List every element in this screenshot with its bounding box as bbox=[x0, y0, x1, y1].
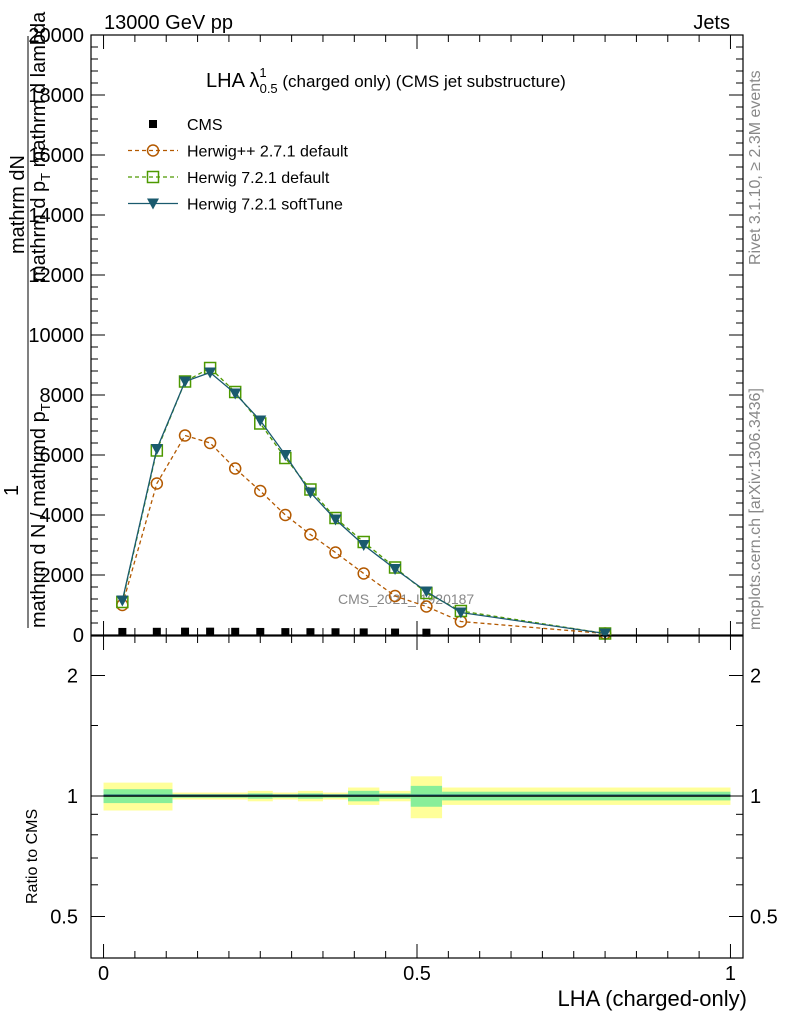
legend-label: Herwig 7.2.1 default bbox=[187, 170, 330, 187]
y-tick-label: 12000 bbox=[28, 265, 84, 287]
softtune-point bbox=[150, 444, 163, 455]
herwigpp-point bbox=[146, 144, 160, 157]
herwigpp-point bbox=[228, 462, 242, 475]
series-layer bbox=[116, 361, 612, 640]
y-tick-label: 2000 bbox=[40, 565, 85, 587]
watermark: CMS_2021_I1920187 bbox=[338, 591, 474, 607]
softtune-point bbox=[204, 367, 217, 379]
cms-point bbox=[391, 628, 400, 637]
softtune-point bbox=[389, 564, 402, 575]
softtune-point bbox=[179, 376, 192, 388]
cms-point bbox=[181, 627, 190, 636]
softtune-point bbox=[454, 607, 467, 619]
x-tick-label: 0.5 bbox=[403, 963, 431, 985]
ylabel-denominator: mathrm d N / mathrmd pT bbox=[28, 403, 53, 628]
legend: CMS Herwig++ 2.7.1 default Herwig 7.2.1 de… bbox=[128, 117, 349, 214]
softtune-point bbox=[357, 540, 370, 551]
x-tick-labels: 0 0.5 1 bbox=[98, 963, 736, 985]
legend-label: Herwig++ 2.7.1 default bbox=[187, 144, 349, 161]
cms-point bbox=[152, 627, 161, 636]
softtune-point bbox=[599, 628, 612, 640]
y-tick-label: 0 bbox=[73, 625, 84, 647]
ratio-y-tick-label-right: 1 bbox=[750, 786, 761, 808]
title-sup: 1 bbox=[259, 65, 266, 80]
ratio-y-tick-label-right: 2 bbox=[750, 666, 761, 688]
header-left: 13000 GeV pp bbox=[104, 12, 233, 34]
cms-point bbox=[149, 120, 157, 128]
upper-y-tick-labels: 0 2000 4000 6000 8000 10000 12000 14000 16000 180… bbox=[28, 25, 84, 647]
header-right: Jets bbox=[693, 12, 730, 34]
y-tick-label: 6000 bbox=[40, 445, 85, 467]
ratio-layer bbox=[103, 776, 731, 819]
herwigpp-point bbox=[357, 567, 370, 580]
ylabel-line2-sub: T bbox=[38, 173, 53, 181]
softtune-point bbox=[279, 450, 292, 461]
herwigpp-point bbox=[388, 589, 402, 603]
ylabel-line2: mathrm d pT mathrm d lambda bbox=[28, 11, 53, 282]
herwig721-point bbox=[146, 170, 160, 184]
ratio-y-tick-label: 2 bbox=[67, 666, 78, 688]
ratio-y-tick-labels: 0.5 0.5 1 1 2 2 bbox=[50, 666, 778, 929]
herwigpp-point bbox=[254, 484, 267, 498]
ratio-y-tick-label: 0.5 bbox=[50, 907, 78, 929]
softtune-point bbox=[254, 415, 267, 427]
ylabel-one: 1 bbox=[1, 485, 23, 496]
x-axis-label: LHA (charged-only) bbox=[557, 986, 747, 1011]
ylabel-denominator-sub: T bbox=[38, 403, 53, 411]
herwigpp-point bbox=[420, 600, 433, 613]
softtune-point bbox=[304, 487, 317, 499]
herwigpp-point bbox=[329, 546, 342, 559]
herwigpp-point bbox=[304, 528, 317, 541]
title-suffix: (charged only) (CMS jet substructure) bbox=[278, 72, 566, 91]
ratio-axis-ticks bbox=[91, 636, 743, 958]
softtune-point bbox=[420, 586, 433, 598]
y-tick-label: 14000 bbox=[28, 205, 84, 227]
ratio-y-tick-label-right: 0.5 bbox=[750, 907, 778, 929]
y-tick-label: 4000 bbox=[40, 505, 85, 527]
softtune-point bbox=[229, 388, 242, 400]
title-sub: 0.5 bbox=[260, 81, 278, 96]
title-prefix: LHA λ bbox=[206, 70, 259, 92]
softtune-point bbox=[116, 595, 129, 607]
herwigpp-point bbox=[279, 508, 292, 522]
herwigpp-point bbox=[203, 436, 217, 450]
y-tick-label: 10000 bbox=[28, 325, 84, 347]
cms-point bbox=[306, 628, 315, 637]
cms-point bbox=[118, 627, 127, 636]
cms-point bbox=[331, 628, 340, 637]
rivet-version-label: Rivet 3.1.10, ≥ 2.3M events bbox=[747, 70, 764, 265]
upper-ylabel: mathrm dN mathrm d pT mathrm d lambda 1 … bbox=[1, 11, 53, 628]
cms-point bbox=[256, 627, 265, 636]
cms-point bbox=[231, 627, 240, 636]
cms-point bbox=[281, 628, 290, 637]
cms-point bbox=[422, 628, 431, 637]
ratio-ylabel: Ratio to CMS bbox=[24, 809, 41, 904]
ylabel-line2-text: mathrm d p bbox=[28, 181, 50, 282]
softtune-point bbox=[147, 198, 159, 210]
ylabel-denominator-text: mathrm d N / mathrmd p bbox=[28, 411, 50, 628]
legend-label: CMS bbox=[187, 117, 223, 134]
x-tick-label: 1 bbox=[725, 963, 736, 985]
legend-label: Herwig 7.2.1 softTune bbox=[187, 197, 343, 214]
cms-point bbox=[359, 628, 368, 637]
ylabel-line1: mathrm dN bbox=[7, 155, 29, 254]
cms-point bbox=[206, 627, 215, 636]
y-tick-label: 18000 bbox=[28, 85, 84, 107]
mcplots-label: mcplots.cern.ch [arXiv:1306.3436] bbox=[747, 388, 764, 630]
upper-axis-ticks bbox=[91, 34, 743, 636]
ratio-y-tick-label: 1 bbox=[67, 786, 78, 808]
x-tick-label: 0 bbox=[98, 963, 109, 985]
softtune-point bbox=[329, 514, 342, 526]
ylabel-line2-rest: mathrm d lambda bbox=[28, 11, 50, 173]
plot-title: LHA λ1 0.5 (charged only) (CMS jet substr… bbox=[206, 65, 566, 96]
y-tick-label: 16000 bbox=[28, 145, 84, 167]
y-tick-label: 8000 bbox=[40, 385, 85, 407]
y-tick-label: 20000 bbox=[28, 25, 84, 47]
herwigpp-point bbox=[150, 477, 164, 490]
herwigpp-point bbox=[178, 429, 192, 442]
